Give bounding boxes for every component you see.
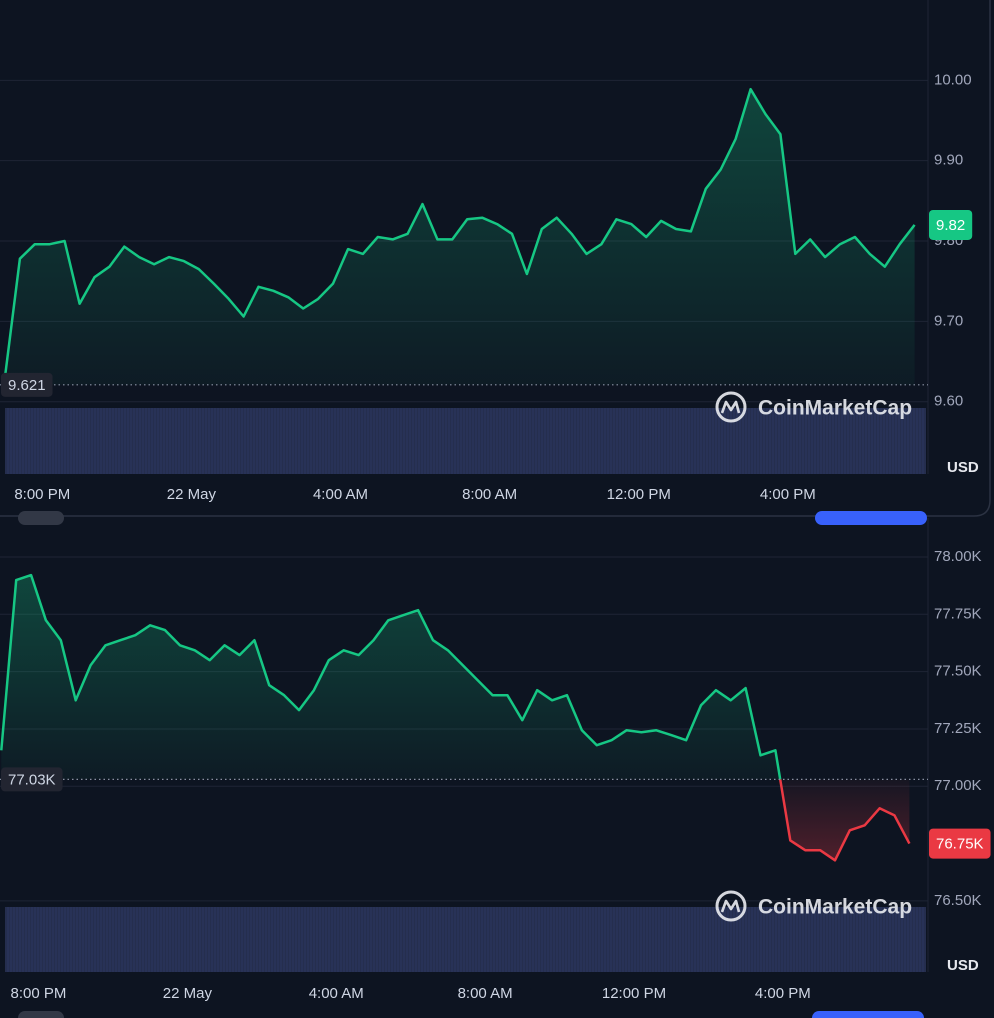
- current-price-label: 9.82: [936, 217, 965, 234]
- watermark-logo-mark: [720, 899, 741, 913]
- watermark-logo-mark: [720, 400, 741, 414]
- y-tick-label: 76.50K: [934, 892, 982, 909]
- watermark-logo: [715, 890, 747, 922]
- range-pill[interactable]: [18, 1011, 64, 1018]
- x-tick-label: 22 May: [163, 985, 213, 1002]
- watermark: CoinMarketCap: [758, 397, 912, 420]
- y-tick-label: 9.70: [934, 312, 963, 329]
- y-tick-label: 10.00: [934, 71, 972, 88]
- panel-border: [0, 0, 991, 517]
- y-tick-label: 9.90: [934, 152, 963, 169]
- area-above: [1, 575, 781, 780]
- x-tick-label: 8:00 PM: [11, 985, 67, 1002]
- x-tick-label: 8:00 AM: [458, 985, 513, 1002]
- area-below: [1, 779, 910, 861]
- x-tick-label: 8:00 AM: [462, 486, 517, 503]
- x-tick-label: 12:00 PM: [602, 985, 666, 1002]
- x-tick-label: 22 May: [167, 486, 217, 503]
- reference-label-box: [1, 372, 53, 397]
- x-tick-label: 4:00 PM: [755, 985, 811, 1002]
- current-price-label: 76.75K: [936, 836, 984, 853]
- reference-label-box: [1, 767, 63, 792]
- y-tick-label: 77.25K: [934, 720, 982, 737]
- range-pill[interactable]: [18, 511, 64, 525]
- watermark: CoinMarketCap: [758, 896, 912, 919]
- x-tick-label: 4:00 AM: [309, 985, 364, 1002]
- watermark-logo: [715, 391, 747, 423]
- y-tick-label: 77.00K: [934, 777, 982, 794]
- price-line: [0, 573, 782, 780]
- x-tick-label: 8:00 PM: [14, 486, 70, 503]
- reference-label: 77.03K: [8, 771, 56, 788]
- current-price-box: [929, 209, 973, 240]
- area-above: [5, 89, 915, 385]
- reference-label: 9.621: [8, 377, 46, 394]
- y-tick-label: 9.60: [934, 393, 963, 410]
- y-tick-label: 78.00K: [934, 548, 982, 565]
- current-price-box: [929, 828, 991, 859]
- x-tick-label: 12:00 PM: [607, 486, 671, 503]
- y-tick-label: 77.75K: [934, 605, 982, 622]
- range-pill-active[interactable]: [812, 1011, 924, 1018]
- currency-label: USD: [947, 459, 979, 476]
- x-tick-label: 4:00 AM: [313, 486, 368, 503]
- x-tick-label: 4:00 PM: [760, 486, 816, 503]
- range-pill-active[interactable]: [815, 511, 927, 525]
- y-tick-label: 77.50K: [934, 663, 982, 680]
- price-line: [3, 87, 916, 377]
- currency-label: USD: [947, 957, 979, 974]
